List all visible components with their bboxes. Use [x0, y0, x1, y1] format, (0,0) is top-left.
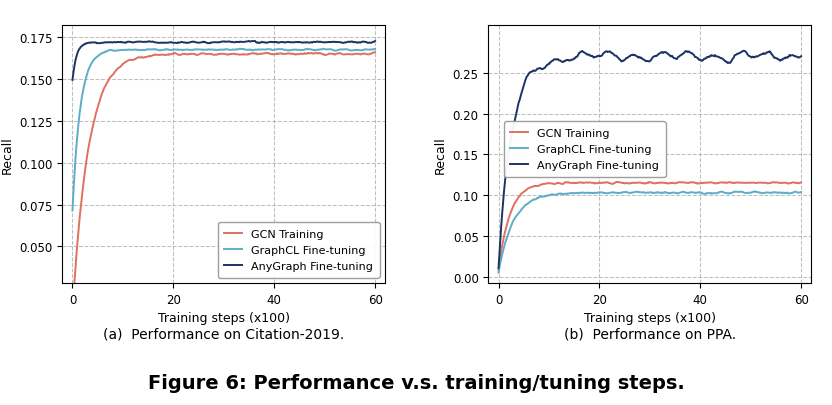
GCN Training	[67, 311, 77, 316]
Line: GraphCL Fine-tuning: GraphCL Fine-tuning	[72, 50, 375, 211]
AnyGraph Fine-tuning	[67, 78, 77, 83]
Line: GCN Training: GCN Training	[498, 182, 801, 271]
AnyGraph Fine-tuning	[742, 52, 752, 57]
GraphCL Fine-tuning	[316, 48, 326, 53]
Y-axis label: Recall: Recall	[434, 136, 447, 174]
Line: AnyGraph Fine-tuning: AnyGraph Fine-tuning	[498, 51, 801, 269]
AnyGraph Fine-tuning	[493, 266, 503, 271]
GCN Training	[658, 181, 668, 185]
GraphCL Fine-tuning	[364, 48, 374, 53]
AnyGraph Fine-tuning	[248, 40, 258, 45]
GCN Training	[612, 180, 622, 185]
AnyGraph Fine-tuning	[316, 40, 326, 45]
GCN Training	[674, 180, 684, 185]
GCN Training	[231, 53, 241, 58]
AnyGraph Fine-tuning	[211, 41, 221, 46]
GCN Training	[790, 181, 800, 185]
GCN Training	[640, 181, 650, 186]
AnyGraph Fine-tuning	[370, 40, 380, 45]
Legend: GCN Training, GraphCL Fine-tuning, AnyGraph Fine-tuning: GCN Training, GraphCL Fine-tuning, AnyGr…	[503, 122, 666, 177]
GraphCL Fine-tuning	[370, 47, 380, 52]
GCN Training	[493, 268, 503, 273]
GraphCL Fine-tuning	[790, 190, 800, 195]
GraphCL Fine-tuning	[67, 208, 77, 213]
GraphCL Fine-tuning	[231, 48, 241, 53]
GCN Training	[248, 51, 258, 56]
GraphCL Fine-tuning	[493, 271, 503, 275]
Text: (b)  Performance on PPA.: (b) Performance on PPA.	[564, 327, 735, 341]
Legend: GCN Training, GraphCL Fine-tuning, AnyGraph Fine-tuning: GCN Training, GraphCL Fine-tuning, AnyGr…	[218, 222, 379, 278]
AnyGraph Fine-tuning	[674, 55, 684, 60]
GCN Training	[363, 53, 373, 58]
Line: GCN Training: GCN Training	[72, 53, 375, 314]
AnyGraph Fine-tuning	[637, 57, 647, 62]
AnyGraph Fine-tuning	[739, 49, 749, 54]
AnyGraph Fine-tuning	[657, 51, 667, 55]
GCN Training	[638, 181, 648, 186]
GCN Training	[213, 53, 223, 58]
GraphCL Fine-tuning	[213, 48, 223, 53]
GraphCL Fine-tuning	[637, 191, 647, 196]
GraphCL Fine-tuning	[750, 190, 760, 194]
Line: AnyGraph Fine-tuning: AnyGraph Fine-tuning	[72, 42, 375, 81]
GraphCL Fine-tuning	[248, 49, 258, 53]
GraphCL Fine-tuning	[211, 48, 221, 53]
X-axis label: Training steps (x100): Training steps (x100)	[158, 312, 290, 325]
GraphCL Fine-tuning	[796, 190, 806, 195]
Text: (a)  Performance on Citation-2019.: (a) Performance on Citation-2019.	[103, 327, 344, 341]
GCN Training	[796, 181, 806, 185]
Line: GraphCL Fine-tuning: GraphCL Fine-tuning	[498, 192, 801, 273]
GCN Training	[315, 52, 325, 57]
AnyGraph Fine-tuning	[213, 41, 223, 46]
GCN Training	[211, 53, 221, 58]
Text: Figure 6: Performance v.s. training/tuning steps.: Figure 6: Performance v.s. training/tuni…	[147, 373, 685, 392]
GCN Training	[742, 181, 752, 186]
Y-axis label: Recall: Recall	[1, 136, 13, 174]
GraphCL Fine-tuning	[639, 190, 649, 195]
AnyGraph Fine-tuning	[250, 39, 260, 44]
AnyGraph Fine-tuning	[796, 55, 806, 60]
AnyGraph Fine-tuning	[639, 58, 649, 63]
GraphCL Fine-tuning	[741, 191, 751, 196]
AnyGraph Fine-tuning	[364, 41, 374, 46]
AnyGraph Fine-tuning	[231, 40, 241, 45]
GraphCL Fine-tuning	[235, 47, 245, 52]
AnyGraph Fine-tuning	[790, 55, 800, 60]
GraphCL Fine-tuning	[657, 191, 667, 196]
GCN Training	[370, 51, 380, 55]
GraphCL Fine-tuning	[674, 191, 684, 196]
X-axis label: Training steps (x100): Training steps (x100)	[584, 312, 716, 325]
